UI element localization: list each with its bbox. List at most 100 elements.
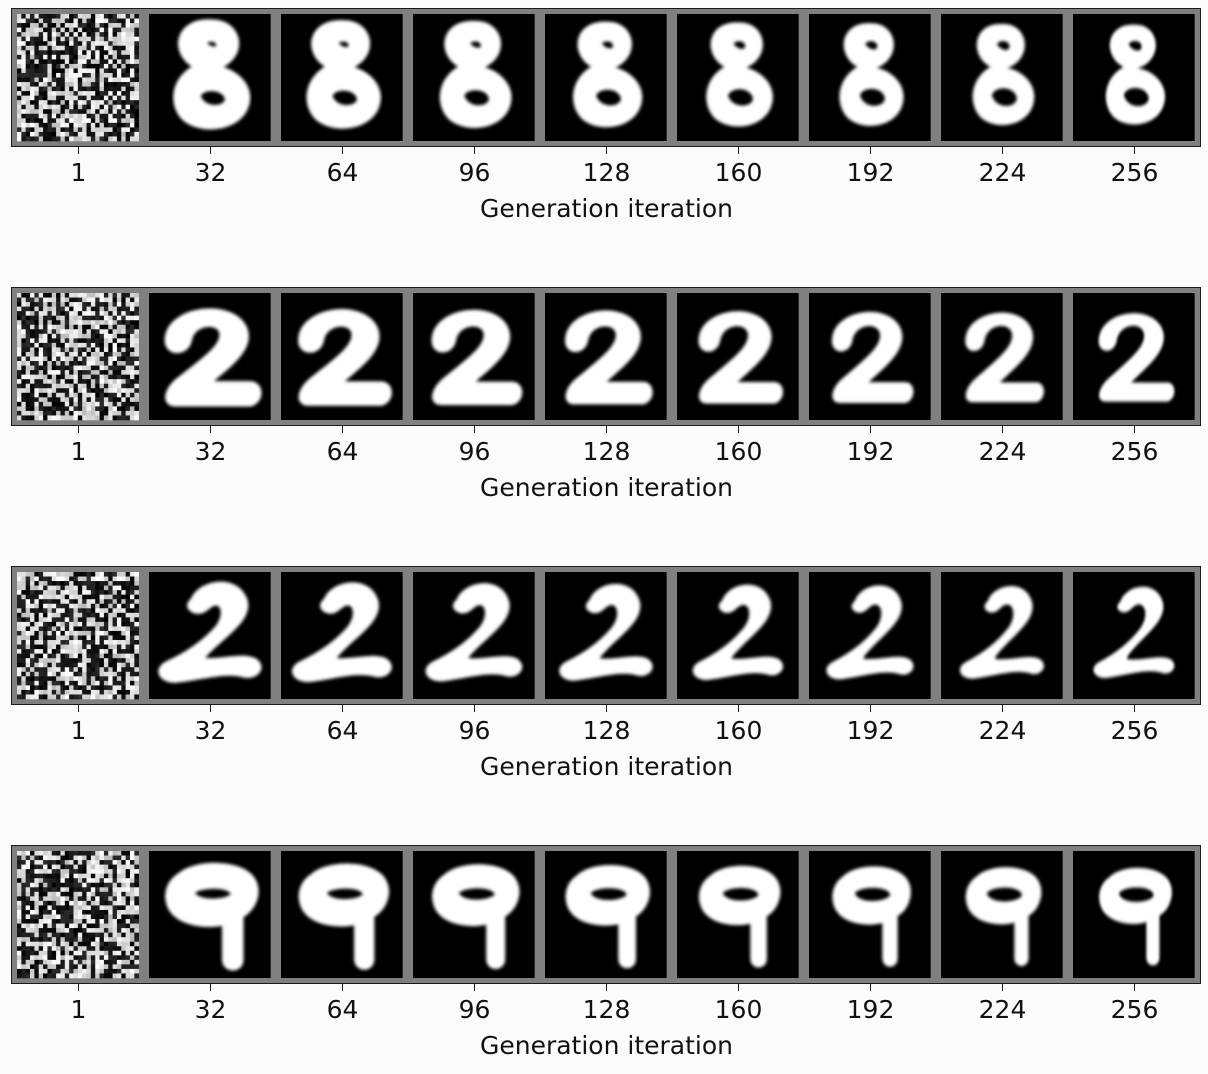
noise-pixel — [121, 118, 126, 124]
noise-pixel — [64, 900, 70, 906]
noise-pixel — [112, 18, 118, 24]
noise-pixel — [64, 851, 70, 856]
noise-pixel — [73, 640, 79, 645]
x-tick-label: 224 — [978, 716, 1027, 745]
noise-pixel — [134, 905, 139, 911]
noise-pixel — [90, 581, 96, 586]
noise-pixel — [69, 635, 74, 641]
noise-pixel — [90, 41, 96, 47]
noise-pixel — [47, 131, 53, 137]
noise-pixel — [112, 23, 118, 28]
noise-pixel — [38, 923, 44, 929]
noise-pixel — [86, 324, 92, 330]
x-tick-mark — [77, 147, 80, 154]
noise-pixel — [99, 82, 105, 87]
x-tick-label: 192 — [846, 437, 895, 466]
noise-pixel — [103, 333, 109, 339]
noise-pixel — [134, 388, 139, 394]
noise-pixel — [34, 91, 40, 96]
noise-pixel — [121, 379, 126, 385]
noise-pixel — [38, 640, 44, 645]
noise-pixel — [108, 365, 113, 371]
noise-pixel — [73, 608, 79, 614]
noise-pixel — [129, 36, 135, 42]
noise-pixel — [116, 104, 122, 110]
noise-pixel — [116, 928, 122, 933]
noise-pixel — [116, 122, 122, 128]
noise-pixel — [86, 964, 92, 970]
noise-pixel — [77, 603, 83, 609]
noise-pixel — [56, 338, 61, 344]
noise-pixel — [17, 900, 22, 906]
noise-pixel — [69, 878, 74, 884]
noise-pixel — [77, 365, 83, 371]
noise-pixel — [34, 644, 40, 650]
noise-pixel — [21, 905, 26, 911]
noise-pixel — [51, 72, 57, 78]
noise-pixel — [56, 392, 61, 398]
noise-pixel — [56, 914, 61, 920]
noise-pixel — [43, 680, 48, 686]
noise-pixel — [47, 356, 53, 362]
noise-pixel — [86, 95, 92, 101]
noise-pixel — [51, 109, 57, 115]
noise-pixel — [47, 932, 53, 938]
noise-pixel — [90, 950, 96, 956]
digit-stroke — [573, 63, 643, 128]
noise-pixel — [25, 342, 31, 348]
noise-pixel — [64, 608, 70, 614]
digit-2-glyph — [692, 584, 783, 681]
noise-pixel — [116, 640, 122, 645]
noise-pixel — [47, 950, 53, 956]
noise-pixel — [108, 388, 113, 394]
noise-pixel — [64, 401, 70, 407]
noise-pixel — [60, 662, 66, 668]
noise-pixel — [43, 599, 48, 605]
noise-pixel — [121, 905, 126, 911]
noise-pixel — [56, 959, 61, 965]
noise-pixel — [82, 851, 87, 856]
noise-pixel — [43, 671, 48, 677]
noise-pixel — [129, 900, 135, 906]
noise-pixel — [21, 131, 26, 137]
noise-pixel — [95, 941, 100, 947]
noise-pixel — [34, 882, 40, 888]
noise-pixel — [99, 356, 105, 362]
noise-pixel — [30, 297, 35, 303]
noise-pixel — [69, 900, 74, 906]
noise-pixel — [112, 585, 118, 591]
noise-pixel — [51, 342, 57, 348]
noise-pixel — [86, 676, 92, 682]
noise-pixel — [103, 14, 109, 19]
noise-pixel — [125, 397, 131, 403]
noise-pixel — [90, 635, 96, 641]
noise-pixel — [47, 91, 53, 96]
sample-cell-96 — [413, 293, 535, 420]
noise-pixel — [17, 410, 22, 416]
noise-pixel — [129, 63, 135, 69]
noise-pixel — [90, 361, 96, 366]
noise-pixel — [47, 388, 53, 394]
x-tick-mark — [341, 984, 344, 991]
noise-pixel — [69, 914, 74, 920]
noise-pixel — [77, 937, 83, 943]
noise-pixel — [103, 694, 109, 700]
noise-pixel — [21, 878, 26, 884]
noise-pixel — [82, 342, 87, 348]
noise-pixel — [21, 644, 26, 650]
noise-pixel — [116, 572, 122, 577]
noise-pixel — [116, 306, 122, 312]
noise-pixel — [56, 676, 61, 682]
noise-pixel — [116, 50, 122, 56]
noise-pixel — [116, 658, 122, 664]
noise-pixel — [116, 415, 122, 421]
noise-pixel — [134, 576, 139, 582]
noise-pixel — [121, 932, 126, 938]
noise-pixel — [21, 329, 26, 335]
noise-pixel — [112, 649, 118, 654]
noise-pixel — [103, 82, 109, 87]
digit-8-glyph — [706, 22, 773, 127]
noise-pixel — [69, 941, 74, 947]
noise-pixel — [47, 14, 53, 19]
noise-pixel — [95, 905, 100, 911]
